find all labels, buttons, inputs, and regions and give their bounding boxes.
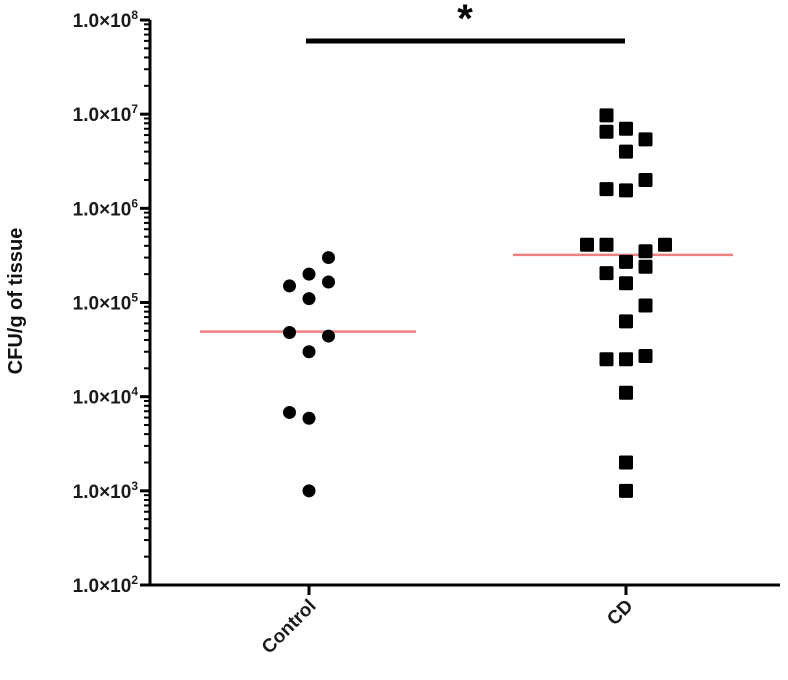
control-data-point <box>302 345 316 359</box>
significance-annotation: * <box>306 0 625 44</box>
control-data-point <box>302 267 316 281</box>
y-tick-label: 1.0×103 <box>73 479 139 503</box>
cd-data-point <box>638 298 653 313</box>
control-data-point <box>302 292 316 306</box>
y-tick-label: 1.0×105 <box>73 291 139 315</box>
cd-data-point <box>619 144 633 159</box>
cd-data-point <box>638 132 653 147</box>
cd-data-point <box>619 276 633 291</box>
cd-data-point <box>619 183 633 198</box>
y-tick-label: 1.0×102 <box>73 573 139 597</box>
y-tick-label: 1.0×104 <box>73 385 139 409</box>
y-tick-label: 1.0×106 <box>73 196 139 220</box>
control-data-point <box>283 279 296 293</box>
x-category-label-control: Control <box>258 596 321 659</box>
cd-data-point <box>619 254 633 269</box>
cd-data-point <box>619 483 633 498</box>
control-data-point <box>322 275 335 289</box>
control-data-point <box>283 326 296 340</box>
cd-data-point <box>599 266 614 281</box>
cd-data-point <box>619 121 633 136</box>
y-axis-title: CFU/g of tissue <box>5 228 27 375</box>
control-data-point <box>322 251 335 265</box>
cd-data-point <box>599 352 614 367</box>
control-data-point <box>283 405 296 419</box>
cd-data-point <box>599 182 614 197</box>
cd-data-point <box>638 244 653 259</box>
cd-data-point <box>619 455 633 470</box>
cd-data-point <box>599 237 614 252</box>
x-category-label-cd: CD <box>603 596 637 630</box>
cd-data-point <box>619 352 633 367</box>
y-tick-label: 1.0×107 <box>73 102 139 126</box>
significance-asterisk: * <box>457 0 473 41</box>
cd-data-point <box>619 314 633 329</box>
cd-data-point <box>658 237 672 252</box>
cd-data-point <box>580 237 594 252</box>
y-axis: 1.0×102 1.0×103 1.0×104 1.0×105 1.0×106 1.0×1… <box>73 8 152 597</box>
median-lines <box>200 253 733 333</box>
control-data-point <box>302 484 316 498</box>
cd-data-point <box>638 259 653 274</box>
x-axis: Control CD <box>148 583 780 659</box>
y-tick-label: 1.0×108 <box>73 8 139 32</box>
cd-data-point <box>619 385 633 400</box>
control-data-point <box>302 411 316 425</box>
cd-data-point <box>599 124 614 139</box>
cd-data-point <box>599 108 614 123</box>
data-points <box>283 108 672 498</box>
cd-data-point <box>638 349 653 364</box>
control-data-point <box>322 329 335 343</box>
cd-data-point <box>638 172 653 187</box>
